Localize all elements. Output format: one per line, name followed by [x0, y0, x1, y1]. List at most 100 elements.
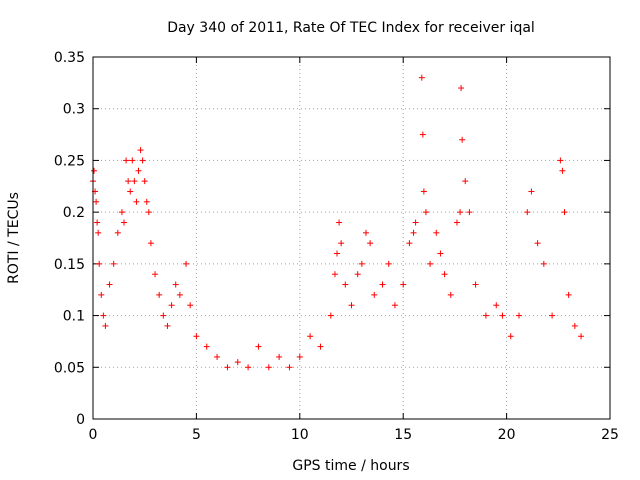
y-tick-label: 0.25 [54, 153, 85, 169]
y-tick-label: 0.05 [54, 360, 85, 376]
data-point [131, 178, 138, 185]
data-point [176, 291, 183, 298]
y-axis-label: ROTI / TECUs [6, 192, 22, 284]
data-point [358, 260, 365, 267]
data-point [98, 291, 105, 298]
data-point [367, 240, 374, 247]
data-point [123, 157, 130, 164]
data-point [441, 271, 448, 278]
data-point [245, 364, 252, 371]
x-axis-label: GPS time / hours [292, 458, 409, 474]
data-point [327, 312, 334, 319]
data-point [286, 364, 293, 371]
data-point [410, 229, 417, 236]
data-point [385, 260, 392, 267]
data-point [145, 209, 152, 216]
data-point [234, 359, 241, 366]
data-point [571, 322, 578, 329]
data-point [307, 333, 314, 340]
data-point [93, 198, 100, 205]
data-point [139, 157, 146, 164]
data-point [457, 209, 464, 216]
data-point [499, 312, 506, 319]
data-point [193, 333, 200, 340]
x-tick-label: 10 [291, 427, 309, 443]
chart-title: Day 340 of 2011, Rate Of TEC Index for r… [167, 20, 535, 36]
x-tick-label: 25 [601, 427, 619, 443]
data-point [578, 333, 585, 340]
data-point [334, 250, 341, 257]
data-point [156, 291, 163, 298]
data-point [420, 188, 427, 195]
data-point [493, 302, 500, 309]
data-point [458, 85, 465, 92]
data-point [336, 219, 343, 226]
data-point [118, 209, 125, 216]
data-point [559, 167, 566, 174]
data-point [214, 353, 221, 360]
y-tick-label: 0.2 [63, 205, 85, 221]
data-point [141, 178, 148, 185]
data-point [168, 302, 175, 309]
data-point [371, 291, 378, 298]
data-point [459, 136, 466, 143]
data-point [391, 302, 398, 309]
data-point [183, 260, 190, 267]
data-point [135, 167, 142, 174]
data-point [462, 178, 469, 185]
data-point [100, 312, 107, 319]
data-point [152, 271, 159, 278]
data-point [133, 198, 140, 205]
x-tick-label: 20 [498, 427, 516, 443]
data-point [362, 229, 369, 236]
data-point [466, 209, 473, 216]
data-point [187, 302, 194, 309]
data-point [164, 322, 171, 329]
x-tick-label: 5 [192, 427, 201, 443]
data-point [437, 250, 444, 257]
data-point [524, 209, 531, 216]
data-point [549, 312, 556, 319]
data-point [419, 131, 426, 138]
data-point [296, 353, 303, 360]
data-point [338, 240, 345, 247]
data-point [125, 178, 132, 185]
data-point [379, 281, 386, 288]
data-point [317, 343, 324, 350]
data-point [433, 229, 440, 236]
data-point [94, 219, 101, 226]
y-tick-label: 0 [76, 412, 85, 428]
data-point [528, 188, 535, 195]
data-point [110, 260, 117, 267]
data-point [418, 74, 425, 81]
axis-ticks: 0 5 10 15 20 25 0 0.05 0.1 0.15 0.2 0.25 0.3 0.35 [54, 50, 619, 443]
data-point [565, 291, 572, 298]
plot-frame [92, 56, 611, 420]
y-tick-label: 0.3 [63, 102, 85, 118]
data-point [203, 343, 210, 350]
data-point [422, 209, 429, 216]
data-point [121, 219, 128, 226]
data-point [95, 229, 102, 236]
data-point [91, 167, 98, 174]
data-point [106, 281, 113, 288]
data-point [348, 302, 355, 309]
data-point [447, 291, 454, 298]
data-point [342, 281, 349, 288]
data-point [412, 219, 419, 226]
data-point [557, 157, 564, 164]
data-point [331, 271, 338, 278]
data-point [255, 343, 262, 350]
data-point [276, 353, 283, 360]
data-point [160, 312, 167, 319]
data-point [102, 322, 109, 329]
x-tick-label: 0 [89, 427, 98, 443]
data-point [114, 229, 121, 236]
data-point [224, 364, 231, 371]
data-point [427, 260, 434, 267]
y-tick-label: 0.35 [54, 50, 85, 66]
data-point [406, 240, 413, 247]
data-point [400, 281, 407, 288]
data-point [472, 281, 479, 288]
